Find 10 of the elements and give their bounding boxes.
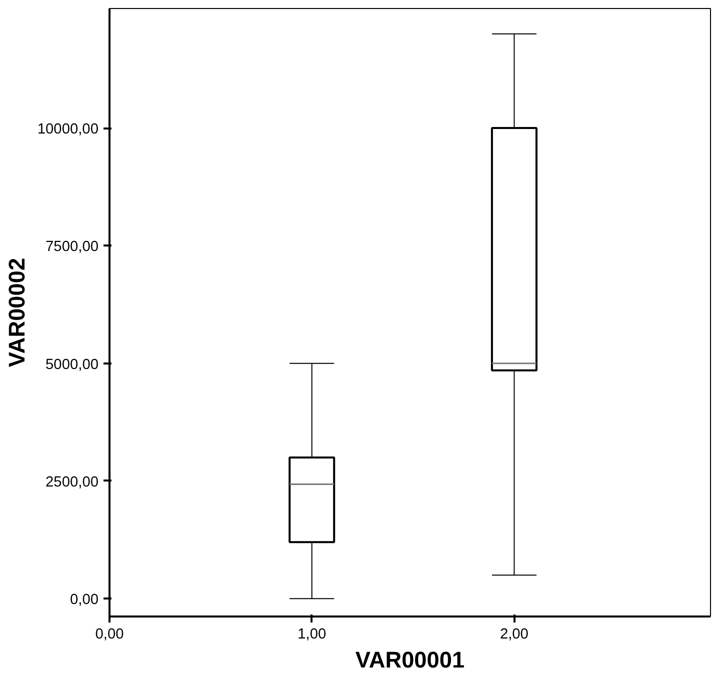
x-tick-label: 1,00 — [298, 626, 326, 642]
y-tick-label: 5000,00 — [46, 356, 99, 373]
y-tick-label: 0,00 — [70, 592, 99, 608]
x-tick-label: 0,00 — [95, 626, 124, 642]
x-axis-title: VAR00001 — [355, 646, 465, 672]
y-tick-label: 2500,00 — [46, 474, 99, 490]
y-tick-label: 10000,00 — [37, 122, 99, 138]
x-tick-label: 2,00 — [500, 626, 528, 642]
y-axis-title: VAR00002 — [3, 258, 30, 368]
y-tick-label: 7500,00 — [46, 239, 99, 256]
